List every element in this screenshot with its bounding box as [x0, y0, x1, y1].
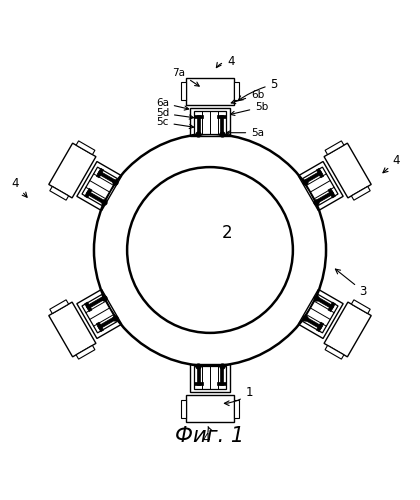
Polygon shape [234, 82, 239, 100]
Text: 1: 1 [224, 386, 253, 406]
Polygon shape [325, 141, 344, 154]
Polygon shape [220, 366, 223, 386]
Polygon shape [194, 111, 226, 134]
Polygon shape [76, 141, 95, 154]
Polygon shape [96, 322, 104, 332]
Polygon shape [186, 396, 234, 422]
Polygon shape [194, 382, 203, 386]
Text: 7a: 7a [173, 68, 199, 86]
Polygon shape [194, 366, 226, 389]
Polygon shape [324, 143, 371, 198]
Polygon shape [49, 143, 96, 198]
Text: 3: 3 [336, 269, 367, 298]
Text: 5: 5 [238, 78, 278, 100]
Polygon shape [316, 168, 324, 178]
Polygon shape [352, 300, 370, 314]
Polygon shape [181, 400, 186, 418]
Polygon shape [304, 316, 322, 329]
Text: 4: 4 [202, 426, 213, 445]
Polygon shape [86, 296, 105, 309]
Text: 5c: 5c [156, 118, 194, 128]
Polygon shape [328, 188, 335, 198]
Polygon shape [50, 300, 68, 314]
Polygon shape [82, 167, 117, 205]
Polygon shape [98, 316, 116, 329]
Text: 5d: 5d [156, 108, 194, 119]
Text: 6b: 6b [231, 90, 264, 104]
Polygon shape [217, 114, 226, 118]
Polygon shape [98, 171, 116, 183]
Polygon shape [181, 82, 186, 100]
Polygon shape [325, 346, 344, 359]
Polygon shape [328, 302, 335, 312]
Text: 6a: 6a [156, 98, 189, 110]
Polygon shape [303, 294, 338, 333]
Polygon shape [85, 188, 92, 198]
Text: 4: 4 [216, 55, 234, 68]
Polygon shape [217, 382, 226, 386]
Polygon shape [96, 168, 104, 178]
Polygon shape [86, 191, 105, 203]
Polygon shape [316, 322, 324, 332]
Polygon shape [49, 302, 96, 357]
Polygon shape [76, 346, 95, 359]
Polygon shape [234, 400, 239, 418]
Polygon shape [197, 114, 200, 134]
Text: 5b: 5b [231, 102, 268, 116]
Text: 4: 4 [383, 154, 400, 173]
Polygon shape [50, 186, 68, 200]
Text: Фиг. 1: Фиг. 1 [176, 426, 244, 446]
Circle shape [94, 134, 326, 366]
Polygon shape [304, 171, 322, 183]
Circle shape [127, 167, 293, 333]
Polygon shape [352, 186, 370, 200]
Polygon shape [85, 302, 92, 312]
Text: 5a: 5a [226, 128, 264, 138]
Polygon shape [303, 167, 338, 205]
Text: 2: 2 [221, 224, 232, 242]
Polygon shape [324, 302, 371, 357]
Polygon shape [197, 366, 200, 386]
Polygon shape [82, 294, 117, 333]
Text: 4: 4 [11, 177, 27, 197]
Polygon shape [220, 114, 223, 134]
Polygon shape [315, 296, 334, 309]
Polygon shape [194, 114, 203, 118]
Polygon shape [186, 78, 234, 104]
Polygon shape [315, 191, 334, 203]
